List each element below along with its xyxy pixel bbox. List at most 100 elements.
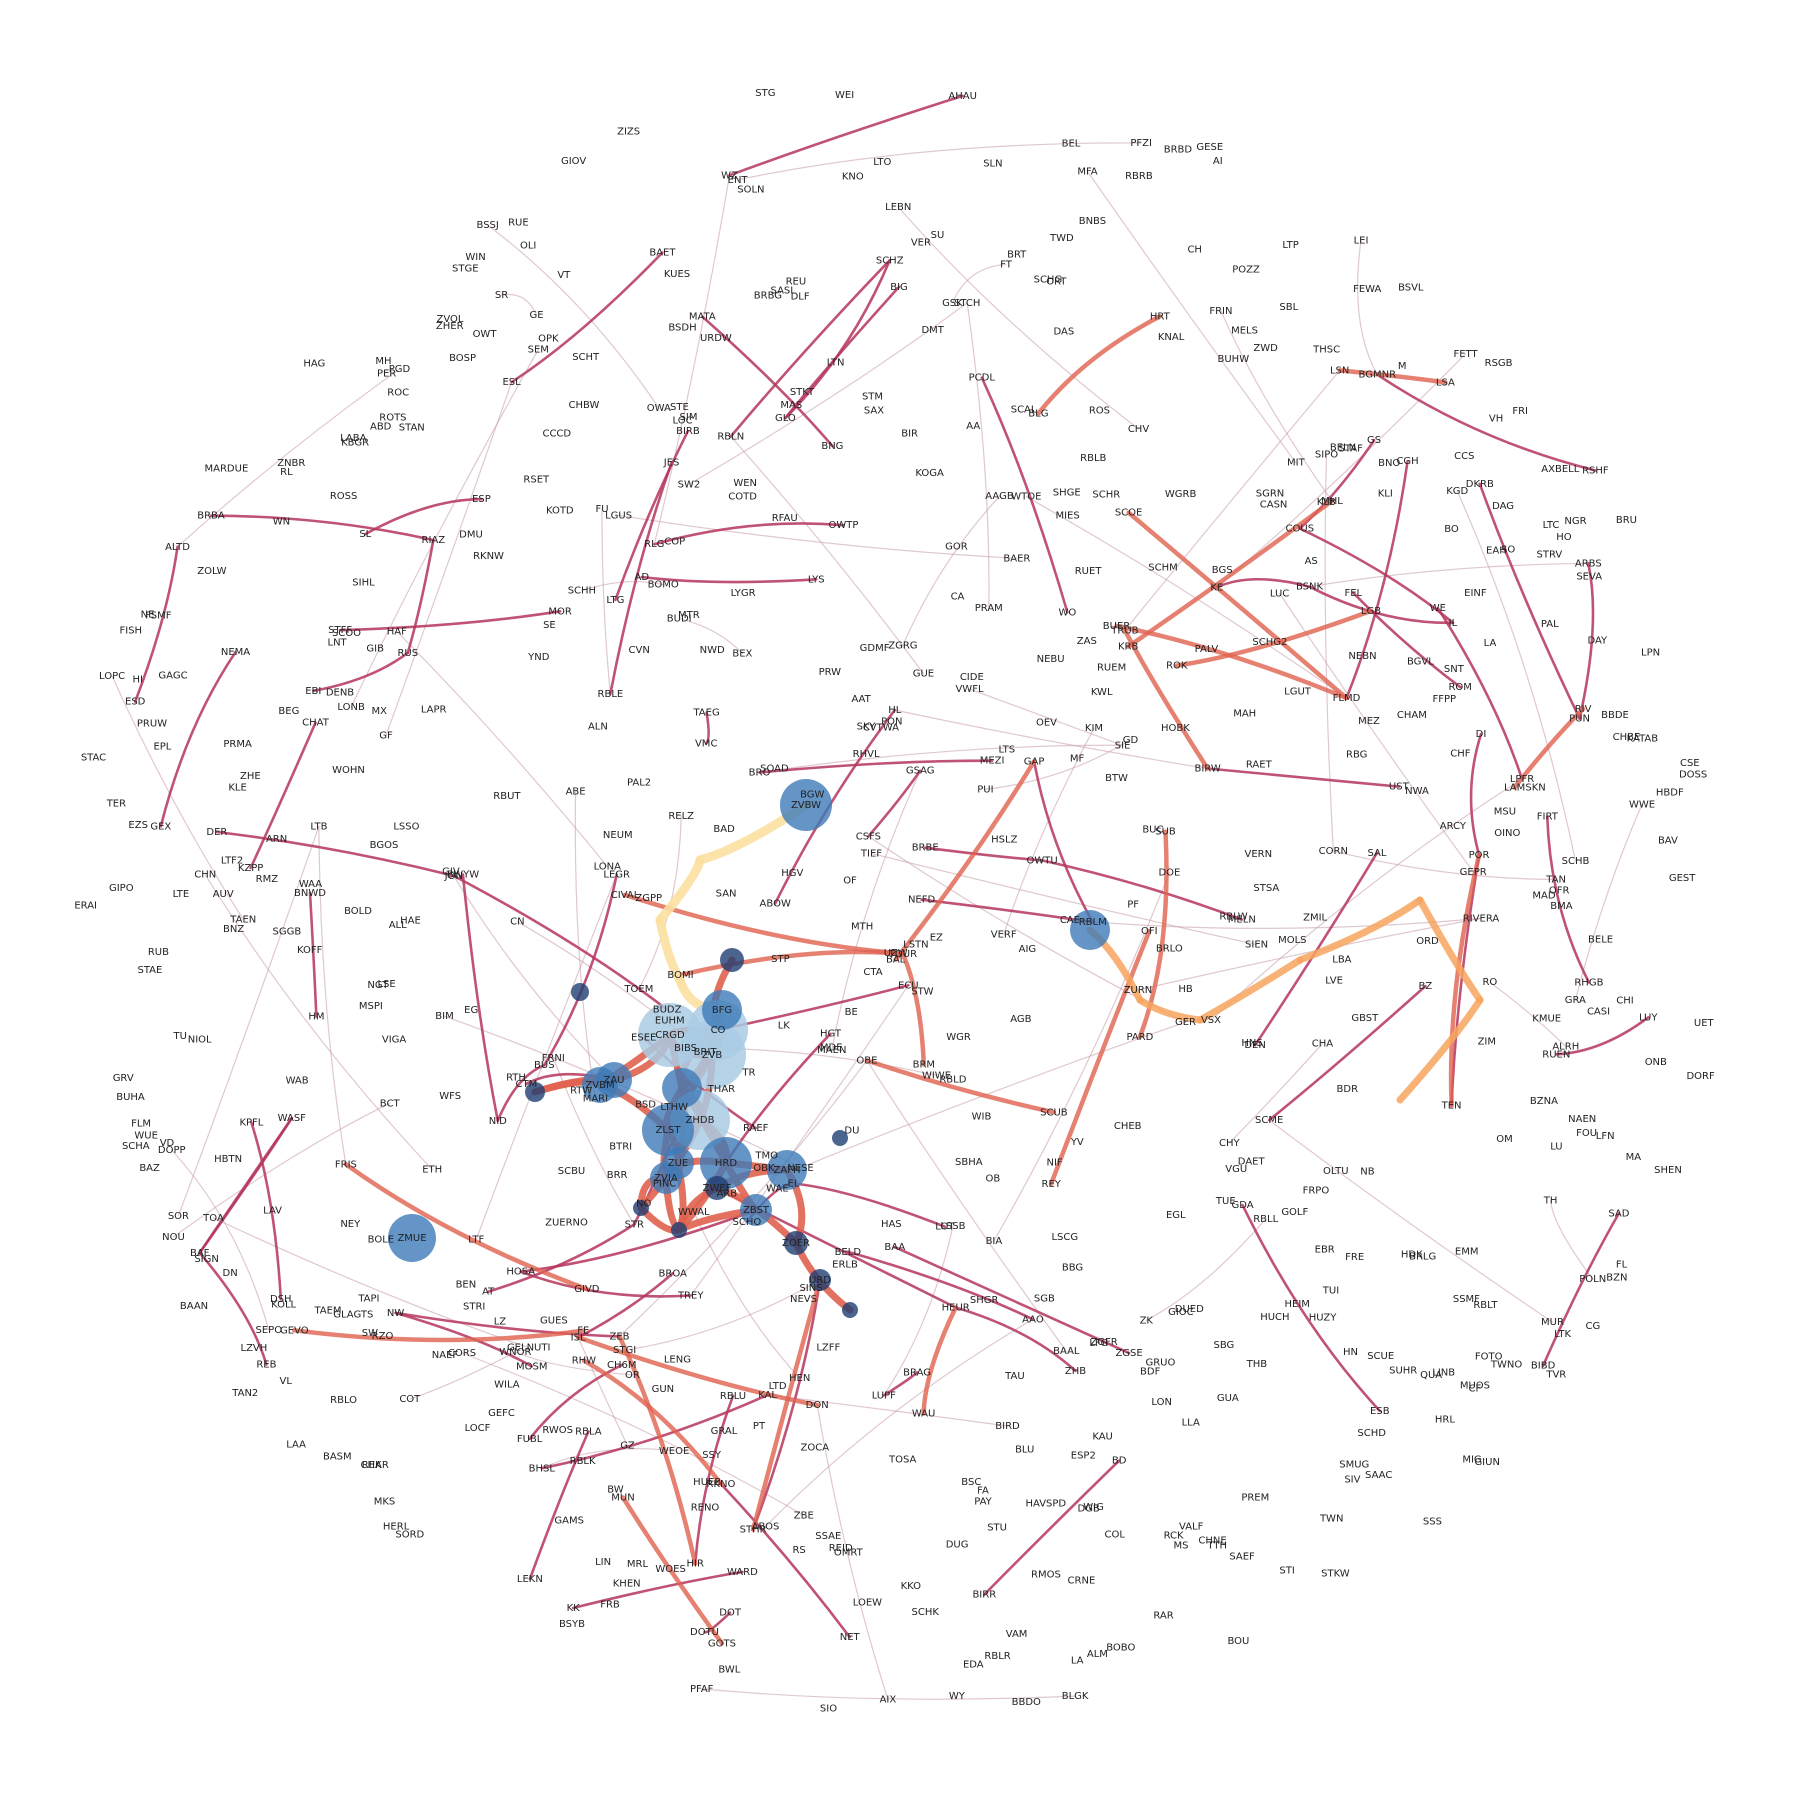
network-edge xyxy=(867,769,922,838)
node-label: GAMS xyxy=(554,1516,584,1527)
node-label: OLTU xyxy=(1323,1166,1349,1177)
node-label: CH6M xyxy=(607,1360,637,1371)
node-label: AAT xyxy=(851,694,871,705)
node-label: AT xyxy=(482,1287,495,1298)
node-label: SBG xyxy=(1214,1340,1235,1351)
node-label: ZHB xyxy=(1065,1366,1086,1377)
node-label: HAG xyxy=(303,359,325,370)
network-edge-thin xyxy=(111,675,244,921)
node-label: WN xyxy=(273,516,290,527)
node-label: RTH xyxy=(506,1072,526,1083)
node-label: NO xyxy=(636,1199,651,1210)
node-label: DENB xyxy=(326,688,354,699)
node-label: BUS xyxy=(534,1060,555,1071)
node-label: STAE xyxy=(137,965,162,976)
node-label: GRUO xyxy=(1145,1358,1175,1369)
node-label: TR xyxy=(741,1068,755,1079)
node-label: BNBS xyxy=(1079,216,1106,227)
node-label: LONA xyxy=(594,861,622,872)
node-label: SIPO xyxy=(1315,450,1338,461)
node-label: LFG xyxy=(1089,1338,1108,1349)
node-label: STAN xyxy=(399,423,425,434)
node-label: ZAU xyxy=(603,1075,624,1086)
network-edge-medium xyxy=(622,892,898,956)
node-label: OINO xyxy=(1494,828,1520,839)
network-node xyxy=(705,1176,729,1200)
node-label: SAD xyxy=(1608,1208,1629,1219)
node-label: NEFD xyxy=(908,895,936,906)
node-label: WGR xyxy=(946,1032,971,1043)
node-label: DEN xyxy=(1244,1040,1266,1051)
network-edge-thin xyxy=(385,381,513,736)
node-label: HIR xyxy=(686,1559,703,1570)
node-label: WTOE xyxy=(1011,492,1041,503)
node-label: SINS xyxy=(799,1283,822,1294)
network-edge xyxy=(1308,585,1455,625)
node-label: WY xyxy=(949,1691,966,1702)
node-label: ROC xyxy=(387,387,409,398)
node-label: SKY xyxy=(857,722,877,733)
network-edge-thin xyxy=(1220,310,1333,502)
node-label: VALF xyxy=(1179,1521,1204,1532)
node-label: BRBG xyxy=(754,291,782,302)
network-edge xyxy=(1478,482,1581,720)
network-edge-thin xyxy=(1324,454,1334,852)
node-label: CHN xyxy=(194,870,216,881)
node-label: MIES xyxy=(1055,510,1079,521)
node-label: HDK xyxy=(1401,1250,1423,1261)
node-label: SOAD xyxy=(760,764,789,775)
node-label: BRAG xyxy=(903,1367,931,1378)
network-edge xyxy=(209,514,435,542)
network-edge-thin xyxy=(799,1021,1187,1169)
node-label: BUDI xyxy=(667,614,692,625)
network-edge xyxy=(486,1223,636,1293)
network-edge xyxy=(338,610,562,632)
node-label: STI xyxy=(1279,1565,1294,1576)
node-label: SCOE xyxy=(1115,508,1143,519)
node-label: BSYB xyxy=(559,1619,585,1630)
node-label: OPK xyxy=(538,333,559,344)
node-label: RS xyxy=(792,1545,805,1556)
node-label: TOA xyxy=(202,1213,224,1224)
node-label: LOPC xyxy=(99,671,125,682)
node-label: DUED xyxy=(1175,1304,1204,1315)
node-label: KOFF xyxy=(297,945,323,956)
node-label: BZ xyxy=(1419,981,1433,992)
node-label: KNAL xyxy=(1158,332,1185,343)
node-label: ZOCA xyxy=(801,1443,830,1454)
node-label: DON xyxy=(806,1400,829,1411)
network-edge xyxy=(1555,1016,1650,1056)
node-label: WILA xyxy=(494,1380,520,1391)
node-label: DI xyxy=(1476,729,1487,740)
node-label: VWFL xyxy=(955,684,983,695)
node-label: LEBN xyxy=(885,202,911,213)
node-label: HM xyxy=(308,1012,324,1023)
network-edge xyxy=(312,651,410,693)
node-label: TUI xyxy=(1322,1286,1339,1297)
node-label: FRNI xyxy=(542,1053,565,1064)
node-label: LAV xyxy=(263,1206,282,1217)
node-label: TAN2 xyxy=(231,1388,258,1399)
network-edge-thin xyxy=(1145,1218,1267,1321)
network-edge-thin xyxy=(1268,1119,1554,1323)
node-label: FOTO xyxy=(1475,1352,1503,1363)
node-label: GIOC xyxy=(1168,1307,1194,1318)
network-edge xyxy=(1546,815,1591,984)
node-label: LSSO xyxy=(393,821,419,832)
node-label: RMZ xyxy=(256,874,279,885)
node-label: FT xyxy=(1000,259,1013,270)
node-label: POLN xyxy=(1579,1274,1606,1285)
node-label: RBLA xyxy=(575,1427,602,1438)
node-label: NAEF xyxy=(432,1350,459,1361)
node-label: KOLL xyxy=(271,1300,296,1311)
node-label: PALV xyxy=(1195,644,1219,655)
network-edge-medium xyxy=(343,1162,590,1292)
node-label: CSE xyxy=(1680,758,1700,769)
node-label: RIV xyxy=(1575,704,1592,715)
node-label: BAD xyxy=(713,824,735,835)
network-node xyxy=(525,1082,545,1102)
node-label: SCHB xyxy=(1562,856,1590,867)
network-edge-medium xyxy=(1448,852,1482,1108)
node-label: GESE xyxy=(1196,142,1223,153)
network-edge-thin xyxy=(176,368,401,548)
